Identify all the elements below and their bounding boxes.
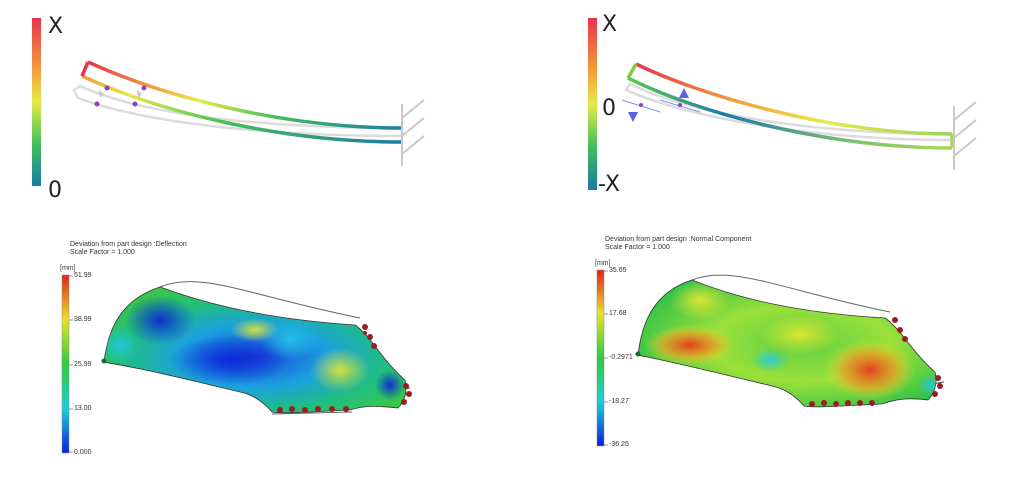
normal-arrow-group <box>621 88 701 122</box>
beam-normal-diagram <box>588 18 977 190</box>
fem-normal-plot <box>596 269 945 447</box>
fem-deflection-scale-bar <box>61 274 70 454</box>
deformed-beam-top-edge-right <box>635 62 953 136</box>
fixed-support-right <box>953 101 977 170</box>
normal-scale-bar <box>588 18 597 190</box>
normal-arrow-up-icon <box>679 88 689 98</box>
fem-deflection-tick-2: 25.99 <box>74 361 92 368</box>
constraint-markers-right <box>635 317 943 407</box>
deformed-beam-free-end-right <box>626 63 638 79</box>
fem-normal-tick-3: -18.27 <box>609 398 629 405</box>
fem-normal-tick-4: -36.25 <box>609 441 629 448</box>
fixed-support-left <box>401 99 425 166</box>
fem-deflection-unit: [mm] <box>60 265 76 272</box>
deformed-beam-free-end <box>80 61 90 77</box>
fem-deflection-plot <box>61 274 412 454</box>
fem-normal-tick-0: 35.65 <box>609 267 627 274</box>
force-marker-group <box>94 85 147 107</box>
deflection-scale-min-label: 0 <box>48 178 62 203</box>
fem-deflection-tick-marks <box>69 275 73 453</box>
fem-deflection-tick-0: 51.99 <box>74 272 92 279</box>
fem-normal-tick-2: -0.2971 <box>609 354 633 361</box>
fem-normal-scale-factor: Scale Factor = 1.000 <box>605 244 670 251</box>
deflection-scale-bar <box>32 18 41 186</box>
fem-normal-title: Deviation from part design :Normal Compo… <box>605 236 752 243</box>
fem-deflection-title: Deviation from part design :Deflection <box>70 241 187 248</box>
beam-deflection-diagram <box>32 18 425 186</box>
fem-normal-unit: [mm] <box>595 260 611 267</box>
fem-deflection-tick-1: 38.99 <box>74 316 92 323</box>
fem-normal-tick-marks <box>604 270 608 446</box>
fem-normal-tick-1: 17.68 <box>609 310 627 317</box>
deflection-scale-max-label: X <box>48 14 64 39</box>
fem-normal-scale-bar <box>596 269 605 447</box>
normal-scale-max-label: X <box>602 12 618 37</box>
deformed-beam-bottom-edge-right <box>627 76 953 150</box>
fem-deflection-scale-factor: Scale Factor = 1.000 <box>70 249 135 256</box>
fem-deflection-tick-4: 0.000 <box>74 449 92 456</box>
constraint-markers-left <box>101 324 412 413</box>
deformed-beam-bottom-edge <box>81 74 403 144</box>
deformed-beam-top-edge <box>87 60 403 130</box>
fem-deflection-tick-3: 13.00 <box>74 405 92 412</box>
normal-scale-mid-label: 0 <box>602 96 616 121</box>
normal-arrow-down-icon <box>628 112 638 122</box>
normal-scale-min-label: -X <box>598 172 620 197</box>
